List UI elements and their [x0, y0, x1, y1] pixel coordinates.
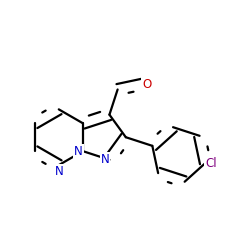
- Text: N: N: [101, 153, 110, 166]
- Text: Cl: Cl: [205, 156, 217, 170]
- Text: O: O: [142, 78, 152, 91]
- Text: N: N: [74, 145, 83, 158]
- Text: N: N: [54, 165, 63, 178]
